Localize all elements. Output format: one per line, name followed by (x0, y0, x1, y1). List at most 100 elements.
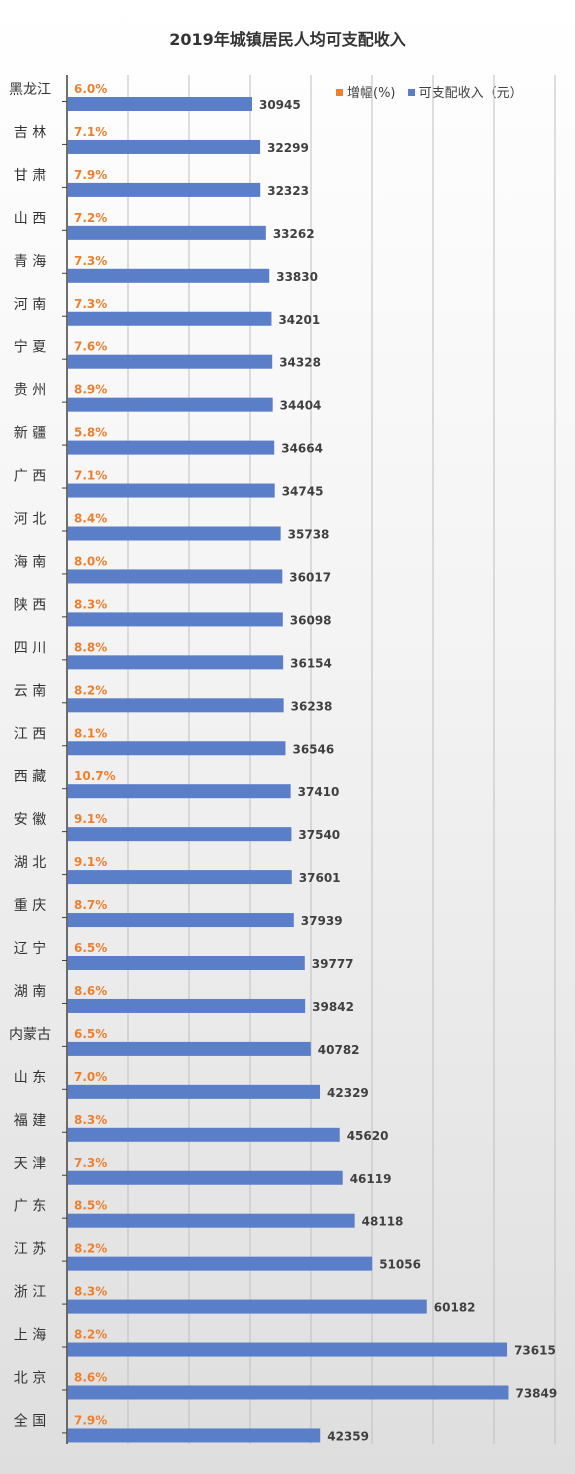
growth-label: 7.2% (74, 211, 107, 225)
income-value-label: 30945 (259, 98, 301, 112)
category-label: 天 津 (14, 1156, 46, 1172)
category-label: 内蒙古 (9, 1027, 51, 1043)
income-bar (68, 483, 275, 498)
income-value-label: 42329 (327, 1086, 369, 1100)
income-value-label: 42359 (327, 1429, 369, 1443)
income-value-label: 33830 (276, 270, 318, 284)
growth-label: 8.0% (74, 554, 107, 568)
income-value-label: 48118 (362, 1215, 404, 1229)
category-label: 江 苏 (14, 1242, 46, 1258)
income-value-label: 37540 (298, 828, 340, 842)
income-value-label: 73615 (514, 1344, 556, 1358)
income-bar (68, 1299, 427, 1314)
category-label: 黑龙江 (9, 82, 51, 98)
category-label: 安 徽 (14, 812, 46, 828)
income-value-label: 60182 (434, 1301, 476, 1315)
category-label: 广 东 (14, 1199, 46, 1215)
income-bar (68, 1170, 343, 1185)
category-label: 山 东 (14, 1070, 46, 1086)
legend-label-growth: 增幅(%) (347, 86, 396, 101)
chart-legend: 增幅(%) 可支配收入（元） (336, 82, 531, 101)
growth-label: 7.3% (74, 1156, 107, 1170)
income-bar (68, 182, 261, 197)
category-label: 宁 夏 (14, 339, 46, 356)
category-label: 吉 林 (14, 125, 46, 141)
growth-label: 7.9% (74, 1413, 107, 1427)
category-label: 云 南 (14, 683, 46, 699)
income-bar (68, 139, 261, 154)
growth-label: 8.2% (74, 1242, 107, 1256)
income-bar (68, 698, 284, 713)
income-bar (68, 311, 272, 326)
growth-label: 5.8% (74, 426, 107, 440)
income-bar (68, 354, 273, 369)
chart-title: 2019年城镇居民人均可支配收入 (169, 30, 406, 49)
income-bar (68, 1041, 311, 1056)
income-bar (68, 97, 252, 111)
category-label: 江 西 (14, 726, 46, 742)
growth-label: 8.6% (74, 984, 107, 998)
income-bar (68, 569, 283, 584)
category-label: 辽 宁 (14, 940, 46, 957)
growth-label: 6.0% (74, 82, 107, 96)
income-value-label: 33262 (273, 227, 315, 241)
income-bar (68, 1256, 373, 1271)
category-label: 全 国 (14, 1412, 46, 1429)
category-label: 河 南 (14, 297, 46, 313)
growth-label: 8.2% (74, 683, 107, 697)
income-value-label: 32323 (267, 184, 309, 198)
income-value-label: 35738 (288, 528, 330, 542)
growth-label: 7.3% (74, 254, 107, 268)
growth-label: 7.6% (74, 340, 107, 354)
growth-label: 7.0% (74, 1070, 107, 1084)
income-value-label: 34404 (280, 399, 322, 413)
income-value-label: 46119 (350, 1172, 392, 1186)
category-label: 甘 肃 (14, 168, 46, 184)
income-bar (68, 1385, 509, 1400)
growth-label: 8.3% (74, 597, 107, 611)
growth-label: 8.5% (74, 1199, 107, 1213)
category-label: 重 庆 (14, 898, 46, 914)
category-label: 北 京 (14, 1371, 46, 1387)
growth-label: 8.3% (74, 1285, 107, 1299)
income-value-label: 36098 (290, 613, 332, 627)
growth-label: 7.1% (74, 469, 107, 483)
income-bar (68, 784, 291, 799)
income-bar (68, 655, 284, 670)
category-label: 四 川 (14, 640, 46, 656)
growth-label: 8.7% (74, 898, 107, 912)
income-bar (68, 913, 294, 928)
income-bar (68, 1428, 321, 1443)
growth-label: 8.4% (74, 512, 107, 526)
income-bar (68, 870, 292, 885)
growth-label: 6.5% (74, 1027, 107, 1041)
category-label: 湖 北 (14, 855, 46, 871)
legend-swatch-income (407, 89, 415, 96)
income-bar (68, 397, 273, 412)
income-value-label: 45620 (347, 1129, 389, 1143)
income-value-label: 36546 (292, 742, 334, 756)
income-value-label: 37601 (299, 871, 341, 885)
growth-label: 8.8% (74, 640, 107, 654)
legend-label-income: 可支配收入（元） (418, 86, 523, 101)
growth-label: 8.2% (74, 1328, 107, 1342)
growth-label: 10.7% (74, 769, 116, 783)
growth-label: 8.3% (74, 1113, 107, 1127)
income-bar (68, 612, 283, 627)
growth-label: 7.9% (74, 168, 107, 182)
category-label: 广 西 (14, 469, 46, 485)
growth-label: 6.5% (74, 941, 107, 955)
category-label: 青 海 (14, 254, 46, 270)
income-bar (68, 998, 306, 1013)
category-label: 贵 州 (14, 383, 46, 399)
growth-label: 8.1% (74, 726, 107, 740)
category-label: 陕 西 (14, 597, 46, 613)
income-bar (68, 1127, 340, 1142)
category-label: 上 海 (14, 1328, 46, 1344)
income-value-label: 32299 (267, 141, 309, 155)
income-value-label: 39842 (312, 1000, 354, 1014)
growth-label: 9.1% (74, 812, 107, 826)
income-value-label: 36238 (291, 699, 333, 713)
legend-swatch-growth (336, 89, 343, 96)
